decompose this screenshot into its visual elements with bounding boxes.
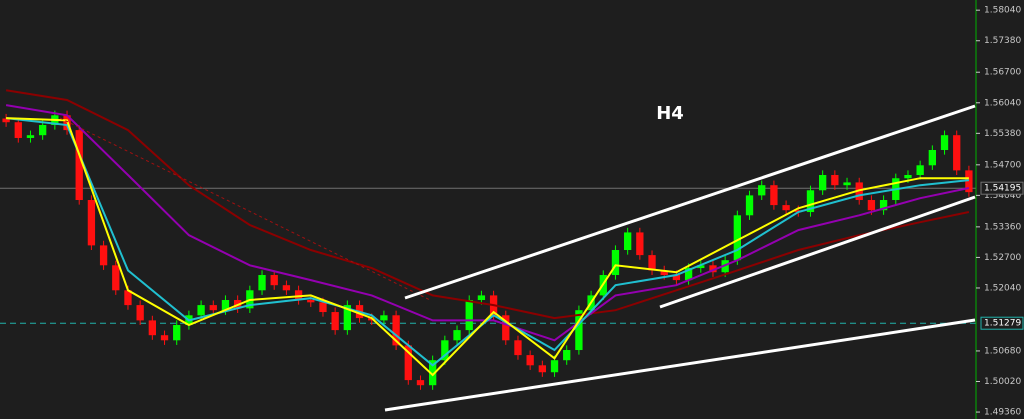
candle-body [429, 360, 437, 386]
candle-body [636, 232, 644, 256]
candle-body [477, 295, 486, 301]
candle-body [343, 305, 351, 331]
candle-body [294, 290, 303, 301]
y-tick-label: 1.55380 [984, 129, 1021, 139]
candle-body [782, 205, 790, 211]
price-label: 1.54195 [984, 184, 1021, 194]
price-label: 1.51279 [984, 319, 1021, 329]
y-tick-label: 1.54700 [984, 160, 1021, 170]
price-label-box [980, 181, 1024, 195]
candle-body [270, 275, 278, 286]
candle-body [904, 175, 912, 179]
y-tick-label: 1.57380 [984, 36, 1021, 46]
candle-body [197, 305, 205, 316]
candle-body [14, 122, 22, 138]
candle-body [380, 315, 388, 321]
y-tick-label: 1.53360 [984, 222, 1021, 232]
candle-body [514, 340, 522, 356]
candle-body [758, 185, 766, 196]
y-tick-label: 1.56040 [984, 98, 1021, 108]
candle-body [112, 265, 120, 291]
candle-body [575, 310, 583, 351]
price-label-box [980, 316, 1024, 330]
y-tick-label: 1.52700 [984, 253, 1021, 263]
candle-body [502, 315, 510, 341]
candle-body [453, 330, 461, 341]
moving-average [5, 89, 970, 320]
moving-average [5, 117, 970, 367]
candle-body [404, 345, 412, 381]
trend-line [59, 117, 431, 301]
candle-body [684, 268, 693, 281]
candle-body [39, 125, 47, 136]
candle-body [465, 300, 473, 331]
candle-body [319, 302, 327, 313]
plot-area [0, 89, 976, 390]
candle-body [526, 355, 534, 366]
candle-body [563, 350, 571, 361]
candle-body [441, 340, 449, 361]
candle-body [209, 305, 217, 311]
price-axis: 1.58040 1.57380 1.56700 1.56040 1.55380 1.547… [976, 6, 1024, 418]
candle-body [392, 315, 400, 346]
y-tick-label: 1.50680 [984, 346, 1021, 356]
candle-body [307, 300, 315, 303]
candle-body [745, 195, 754, 216]
y-tick-label: 1.58040 [984, 6, 1021, 16]
candle-body [819, 175, 827, 191]
y-tick-label: 1.50020 [984, 377, 1021, 387]
y-tick-label: 1.52040 [984, 283, 1021, 293]
moving-average [6, 117, 969, 377]
candle-body [916, 165, 924, 176]
candle-body [672, 275, 681, 281]
candle-body [331, 312, 339, 331]
candle-body [660, 270, 668, 276]
candle-body [697, 265, 705, 269]
candle-body [221, 300, 230, 311]
candle-body [136, 305, 144, 321]
candle-body [879, 200, 888, 211]
candle-body [831, 175, 839, 186]
candle-body [867, 200, 876, 211]
candle-body [173, 325, 181, 341]
candle-body [550, 360, 559, 373]
y-tick-label: 1.56700 [984, 68, 1021, 78]
candle-body [611, 250, 620, 276]
candle-body [806, 190, 815, 213]
trend-line [384, 318, 976, 412]
candle-body [258, 275, 266, 291]
moving-average [5, 104, 970, 342]
candle-body [148, 320, 156, 336]
candle-body [709, 265, 717, 273]
trend-line [404, 104, 976, 300]
candle-body [965, 170, 973, 193]
candle-body [282, 285, 291, 291]
candle-body [538, 365, 546, 373]
candle-body [770, 185, 778, 206]
candle-body [940, 135, 949, 151]
y-tick-label: 1.49360 [984, 408, 1021, 418]
candle-body [160, 335, 169, 341]
candle-body [75, 130, 83, 201]
candle-body [416, 380, 425, 386]
candle-body [928, 150, 936, 166]
candle-body [733, 215, 741, 261]
candle-body [99, 245, 108, 266]
candle-body [87, 200, 96, 246]
candle-body [26, 135, 35, 138]
candle-body [624, 232, 632, 251]
trend-line [659, 195, 976, 309]
candle-body [648, 255, 656, 271]
candle-body [953, 135, 961, 171]
candle-body [2, 118, 10, 123]
candle-body [124, 290, 132, 306]
candle-body [843, 182, 851, 186]
chart-title: H4 [656, 103, 684, 124]
y-tick-label: 1.54040 [984, 191, 1021, 201]
